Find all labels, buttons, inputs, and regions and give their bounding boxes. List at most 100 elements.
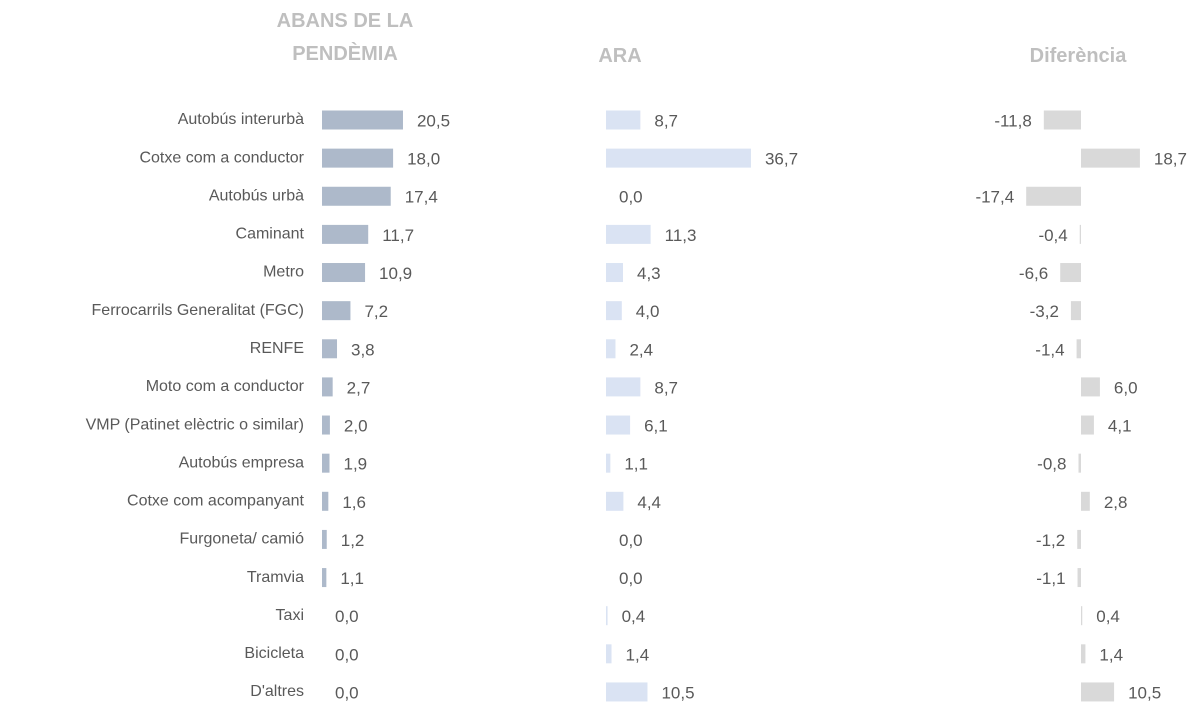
value-label: 0,0: [335, 607, 359, 626]
value-label: 4,1: [1108, 417, 1132, 436]
category-label: RENFE: [250, 340, 304, 357]
bar: [1081, 377, 1100, 397]
value-label: 36,7: [765, 150, 798, 169]
category-label: VMP (Patinet elèctric o similar): [86, 416, 304, 433]
value-label: 10,9: [379, 264, 412, 283]
panel-title: Diferència: [1029, 45, 1127, 67]
bar: [606, 110, 641, 130]
bar: [322, 529, 327, 549]
value-label: 0,0: [619, 531, 643, 550]
value-label: -1,1: [1036, 569, 1065, 588]
value-label: 2,4: [629, 340, 653, 359]
value-label: 11,3: [665, 226, 697, 245]
value-label: 1,4: [626, 645, 650, 664]
bar: [322, 148, 394, 168]
value-label: 1,1: [340, 569, 364, 588]
category-label: Taxi: [276, 607, 304, 624]
bar: [606, 682, 648, 702]
value-label: 4,0: [636, 302, 660, 321]
bar: [606, 263, 623, 283]
bar: [606, 415, 631, 435]
bar: [606, 339, 616, 359]
bar: [1081, 148, 1140, 168]
value-label: 2,7: [347, 378, 371, 397]
bar: [322, 453, 330, 473]
value-label: 1,6: [342, 493, 366, 512]
panel-title: ABANS DE LA PENDÈMIA: [276, 10, 414, 65]
value-label: 2,8: [1104, 493, 1128, 512]
value-label: -17,4: [975, 188, 1014, 207]
panel-title: ARA: [598, 45, 642, 67]
value-label: -3,2: [1030, 302, 1059, 321]
value-label: 4,3: [637, 264, 661, 283]
bar: [1026, 186, 1081, 206]
bar: [606, 377, 641, 397]
bar: [1081, 682, 1115, 702]
category-label: Furgoneta/ camió: [179, 531, 304, 548]
bar: [1077, 568, 1081, 588]
bar: [606, 491, 624, 511]
bar: [606, 301, 622, 321]
bar: [1079, 224, 1081, 244]
value-label: 20,5: [417, 111, 450, 130]
category-label: Cotxe com a conductor: [139, 149, 304, 166]
value-label: 1,4: [1099, 645, 1123, 664]
bar: [322, 186, 391, 206]
bar: [322, 377, 333, 397]
value-label: 0,4: [622, 607, 646, 626]
value-label: 17,4: [405, 188, 438, 207]
value-label: 18,0: [407, 150, 440, 169]
bar: [1081, 606, 1083, 626]
value-label: 6,1: [644, 417, 668, 436]
bar: [606, 148, 751, 168]
bar: [1076, 339, 1081, 359]
value-label: 3,8: [351, 340, 375, 359]
value-label: -11,8: [994, 111, 1032, 130]
value-label: 0,4: [1096, 607, 1120, 626]
bar: [1078, 453, 1081, 473]
category-label: Metro: [263, 264, 304, 281]
value-label: 2,0: [344, 417, 368, 436]
category-label: D'altres: [250, 683, 304, 700]
bar: [1070, 301, 1081, 321]
category-label: Bicicleta: [244, 645, 304, 662]
category-label: Ferrocarrils Generalitat (FGC): [92, 302, 304, 319]
bar: [1081, 491, 1090, 511]
bar: [1081, 415, 1094, 435]
value-label: -6,6: [1019, 264, 1048, 283]
value-label: 8,7: [654, 378, 678, 397]
value-label: 10,5: [1128, 683, 1161, 702]
bar: [322, 491, 329, 511]
bar: [1077, 529, 1081, 549]
bar: [322, 568, 327, 588]
bar: [1060, 263, 1081, 283]
value-label: 8,7: [654, 111, 678, 130]
bar: [606, 224, 651, 244]
value-label: 0,0: [335, 683, 359, 702]
value-label: 18,7: [1154, 150, 1187, 169]
value-label: 4,4: [637, 493, 661, 512]
value-label: -0,8: [1037, 455, 1066, 474]
category-label: Autobús urbà: [209, 187, 304, 204]
value-label: 1,1: [624, 455, 648, 474]
bar: [322, 415, 330, 435]
bar: [322, 339, 338, 359]
value-label: 1,2: [341, 531, 365, 550]
bar: [606, 606, 608, 626]
value-label: 0,0: [619, 188, 643, 207]
value-label: 6,0: [1114, 378, 1138, 397]
category-label: Autobús empresa: [179, 454, 305, 471]
value-label: 1,9: [344, 455, 368, 474]
value-label: 11,7: [382, 226, 414, 245]
bar: [322, 301, 351, 321]
bar: [322, 263, 366, 283]
value-label: -1,2: [1036, 531, 1065, 550]
value-label: -1,4: [1035, 340, 1064, 359]
bar: [606, 644, 612, 664]
category-label: Caminant: [236, 226, 305, 243]
bar: [606, 453, 611, 473]
value-label: 7,2: [364, 302, 388, 321]
category-label: Cotxe com acompanyant: [127, 493, 305, 510]
